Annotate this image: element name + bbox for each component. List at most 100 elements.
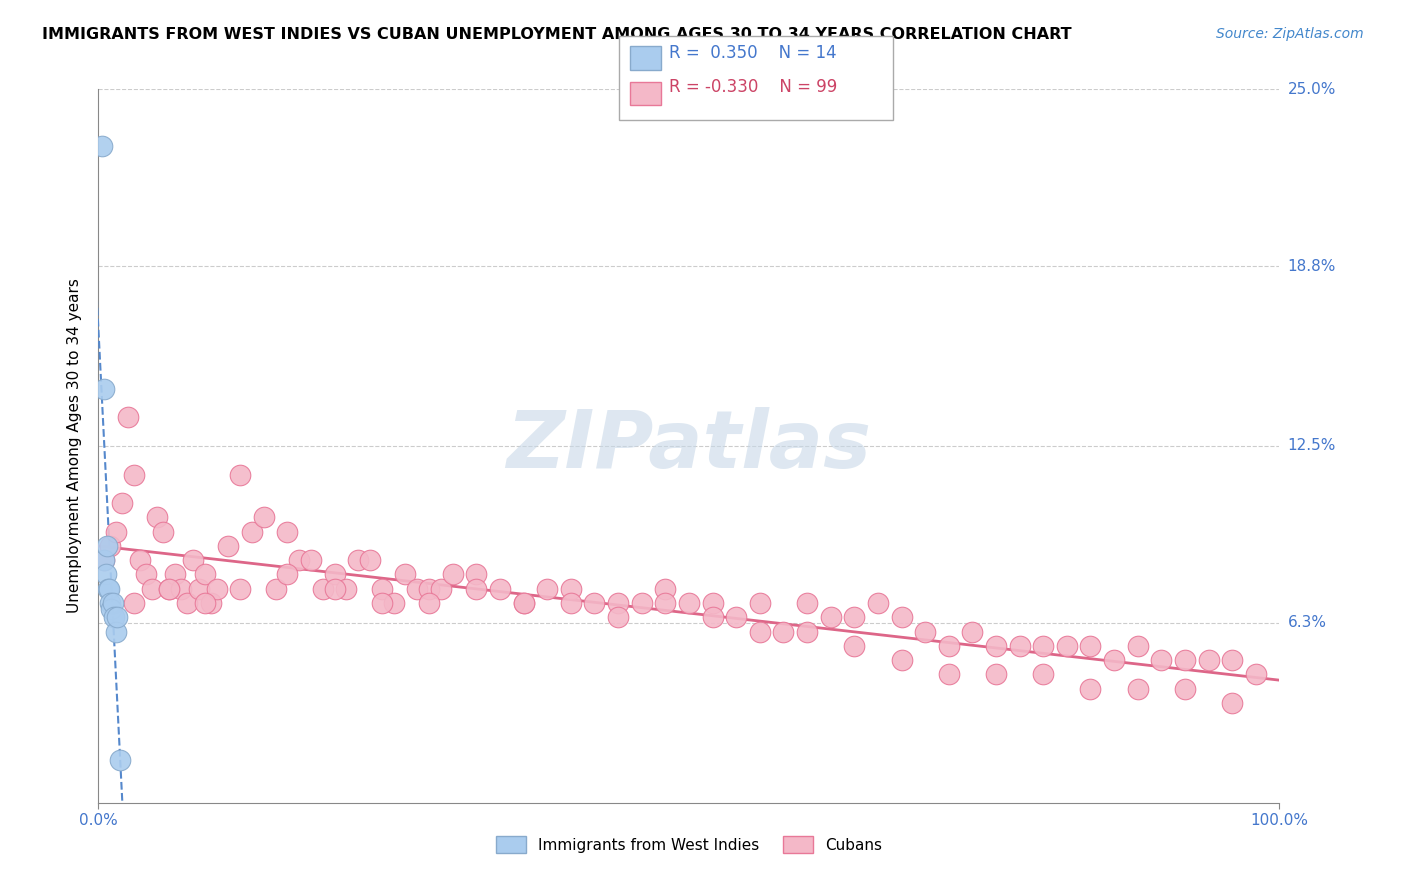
Point: [984, 667, 1007, 681]
Point: [748, 624, 770, 639]
Point: [1174, 653, 1197, 667]
Point: [1126, 639, 1149, 653]
Point: [170, 582, 193, 596]
Point: [276, 524, 298, 539]
Point: [93, 553, 115, 567]
Point: [98, 582, 121, 596]
Point: [465, 567, 488, 582]
Point: [1008, 639, 1031, 653]
Point: [1126, 681, 1149, 696]
Point: [91, 139, 114, 153]
Point: [146, 510, 169, 524]
Point: [135, 567, 157, 582]
Point: [194, 567, 217, 582]
Point: [97, 582, 120, 596]
Point: [654, 596, 676, 610]
Point: [748, 596, 770, 610]
Point: [105, 524, 128, 539]
Point: [359, 553, 381, 567]
Text: R = -0.330    N = 99: R = -0.330 N = 99: [669, 78, 838, 96]
Point: [157, 582, 180, 596]
Point: [441, 567, 464, 582]
Point: [382, 596, 405, 610]
Point: [796, 596, 818, 610]
Point: [122, 467, 145, 482]
Point: [205, 582, 228, 596]
Point: [200, 596, 222, 610]
Point: [276, 567, 298, 582]
Point: [253, 510, 276, 524]
Text: 6.3%: 6.3%: [1288, 615, 1327, 631]
Point: [229, 582, 252, 596]
Point: [772, 624, 794, 639]
Point: [607, 596, 630, 610]
Y-axis label: Unemployment Among Ages 30 to 34 years: Unemployment Among Ages 30 to 34 years: [67, 278, 83, 614]
Text: R =  0.350    N = 14: R = 0.350 N = 14: [669, 44, 837, 62]
Point: [583, 596, 606, 610]
Point: [560, 596, 582, 610]
Text: 18.8%: 18.8%: [1288, 259, 1336, 274]
Text: 25.0%: 25.0%: [1288, 82, 1336, 96]
Point: [866, 596, 889, 610]
Point: [938, 639, 960, 653]
Point: [93, 382, 115, 396]
Point: [264, 582, 287, 596]
Point: [371, 596, 394, 610]
Point: [418, 596, 440, 610]
Point: [536, 582, 558, 596]
Point: [128, 553, 150, 567]
Point: [105, 624, 128, 639]
Point: [844, 639, 866, 653]
Point: [938, 667, 960, 681]
Point: [725, 610, 748, 624]
Point: [1102, 653, 1125, 667]
Point: [1244, 667, 1267, 681]
Point: [176, 596, 198, 610]
Point: [312, 582, 335, 596]
Point: [299, 553, 322, 567]
Point: [101, 596, 124, 610]
Text: 12.5%: 12.5%: [1288, 439, 1336, 453]
Point: [1056, 639, 1078, 653]
Point: [512, 596, 534, 610]
Point: [890, 610, 912, 624]
Point: [157, 582, 180, 596]
Point: [702, 610, 724, 624]
Point: [560, 582, 582, 596]
Point: [98, 539, 121, 553]
Point: [323, 567, 346, 582]
Text: ZIPatlas: ZIPatlas: [506, 407, 872, 485]
Point: [117, 410, 139, 425]
Point: [394, 567, 416, 582]
Point: [98, 596, 121, 610]
Point: [702, 596, 724, 610]
Point: [181, 553, 204, 567]
Point: [187, 582, 209, 596]
Point: [371, 582, 394, 596]
Point: [465, 582, 488, 596]
Point: [418, 582, 440, 596]
Point: [94, 567, 117, 582]
Point: [1220, 696, 1243, 710]
Point: [678, 596, 700, 610]
Point: [100, 601, 122, 615]
Point: [194, 596, 217, 610]
Text: IMMIGRANTS FROM WEST INDIES VS CUBAN UNEMPLOYMENT AMONG AGES 30 TO 34 YEARS CORR: IMMIGRANTS FROM WEST INDIES VS CUBAN UNE…: [42, 27, 1071, 42]
Point: [152, 524, 174, 539]
Point: [323, 582, 346, 596]
Point: [1174, 681, 1197, 696]
Point: [141, 582, 163, 596]
Point: [288, 553, 311, 567]
Point: [105, 610, 128, 624]
Point: [111, 496, 134, 510]
Point: [96, 539, 118, 553]
Point: [93, 553, 115, 567]
Legend: Immigrants from West Indies, Cubans: Immigrants from West Indies, Cubans: [489, 830, 889, 859]
Text: Source: ZipAtlas.com: Source: ZipAtlas.com: [1216, 27, 1364, 41]
Point: [962, 624, 984, 639]
Point: [820, 610, 842, 624]
Point: [1080, 681, 1102, 696]
Point: [890, 653, 912, 667]
Point: [1198, 653, 1220, 667]
Point: [430, 582, 453, 596]
